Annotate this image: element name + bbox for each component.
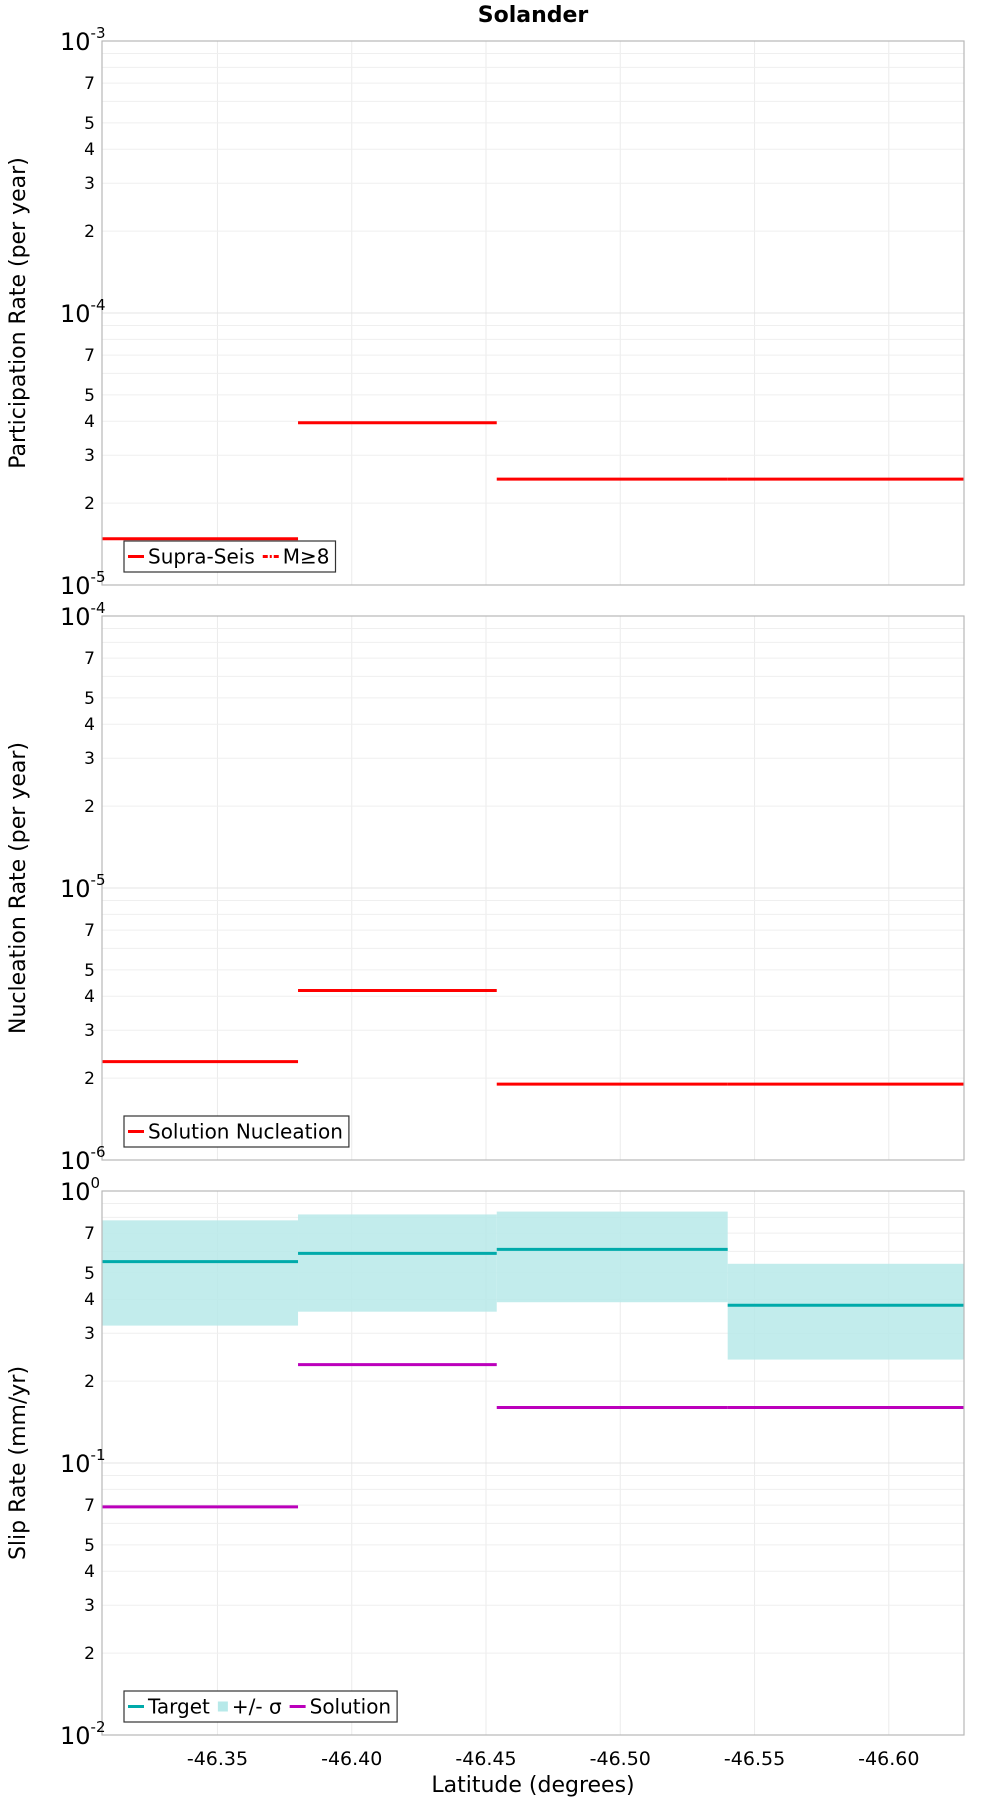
y-tick-label: 10-1 — [60, 1446, 106, 1478]
legend-solution-nucleation-label: Solution Nucleation — [148, 1120, 343, 1144]
y-tick-label: 5 — [84, 961, 95, 981]
y-tick-label: 2 — [84, 1069, 95, 1089]
y-tick-label: 5 — [84, 1264, 95, 1284]
legend--swatch — [217, 1701, 228, 1712]
y-tick-label: 5 — [84, 689, 95, 709]
y-tick-label: 7 — [84, 649, 95, 669]
panel-2: 10-6 10-5 10-4 2 3 4 5 7 2 3 4 5 7 Nucleation Rate (p… — [6, 599, 965, 1175]
legend: Supra-Seis M≥8 — [123, 540, 337, 573]
y-tick-label: 10-6 — [60, 1143, 106, 1175]
x-axis-ticks: -46.35 -46.40 -46.45 -46.50 -46.55 -46.60 — [187, 1748, 920, 1770]
y-tick-label: 3 — [84, 174, 95, 194]
x-tick-label: -46.60 — [858, 1748, 919, 1770]
y-tick-label: 5 — [84, 386, 95, 406]
y-tick-label: 7 — [84, 346, 95, 366]
sigma-band — [727, 1263, 964, 1360]
y-tick-label: 4 — [84, 715, 95, 735]
y-tick-label: 3 — [84, 749, 95, 769]
y-tick-label: 4 — [84, 987, 95, 1007]
y-tick-label: 4 — [84, 412, 95, 432]
y-tick-label: 10-3 — [60, 24, 106, 56]
y-axis-label: Slip Rate (mm/yr) — [6, 1366, 31, 1560]
y-tick-label: 2 — [84, 1372, 95, 1392]
legend-solution-label: Solution — [310, 1695, 391, 1719]
y-tick-label: 4 — [84, 1562, 95, 1582]
plot-frame — [101, 615, 965, 1161]
panel-1: 10-5 10-4 10-3 2 3 4 5 7 2 3 4 5 7 Participation Rate… — [6, 24, 965, 600]
sigma-band — [496, 1211, 728, 1303]
y-tick-label: 7 — [84, 921, 95, 941]
panel-3: 10-2 10-1 100 2 3 4 5 7 2 3 4 5 7 Slip Rate (mm/yr) Ta… — [6, 1174, 965, 1750]
y-tick-label: 10-2 — [60, 1718, 106, 1750]
y-tick-label: 2 — [84, 1644, 95, 1664]
y-tick-label: 10-5 — [60, 871, 106, 903]
x-tick-label: -46.40 — [321, 1748, 382, 1770]
y-tick-label: 10-5 — [60, 568, 106, 600]
y-tick-label: 3 — [84, 446, 95, 466]
y-tick-label: 3 — [84, 1596, 95, 1616]
x-tick-label: -46.55 — [724, 1748, 785, 1770]
y-axis-label: Nucleation Rate (per year) — [6, 742, 31, 1034]
y-tick-label: 5 — [84, 1536, 95, 1556]
legend--label: +/- σ — [232, 1695, 282, 1719]
x-tick-label: -46.45 — [455, 1748, 516, 1770]
y-tick-label: 7 — [84, 1496, 95, 1516]
legend-box — [123, 1690, 398, 1723]
y-tick-label: 7 — [84, 74, 95, 94]
x-axis-label: Latitude (degrees) — [431, 1773, 634, 1798]
y-tick-label: 100 — [60, 1174, 100, 1206]
chart-title: Solander — [478, 3, 589, 28]
legend: Target +/- σ Solution — [123, 1690, 398, 1723]
sigma-band — [102, 1220, 299, 1326]
y-tick-label: 3 — [84, 1021, 95, 1041]
legend-m-8-label: M≥8 — [283, 545, 330, 569]
y-tick-label: 4 — [84, 140, 95, 160]
y-tick-label: 3 — [84, 1324, 95, 1344]
legend: Solution Nucleation — [123, 1115, 350, 1148]
y-tick-label: 2 — [84, 494, 95, 514]
y-tick-label: 10-4 — [60, 296, 106, 328]
x-tick-label: -46.50 — [590, 1748, 651, 1770]
y-tick-label: 10-4 — [60, 599, 106, 631]
y-tick-label: 7 — [84, 1224, 95, 1244]
legend-supra-seis-label: Supra-Seis — [148, 545, 255, 569]
x-tick-label: -46.35 — [187, 1748, 248, 1770]
plot-frame — [101, 1190, 965, 1736]
sigma-band — [298, 1214, 497, 1312]
y-tick-label: 5 — [84, 114, 95, 134]
y-tick-label: 2 — [84, 222, 95, 242]
y-axis-label: Participation Rate (per year) — [6, 157, 31, 469]
y-tick-label: 4 — [84, 1290, 95, 1310]
y-tick-label: 2 — [84, 797, 95, 817]
legend-target-label: Target — [147, 1695, 210, 1719]
plot-frame — [101, 40, 965, 586]
legend-box — [123, 540, 337, 573]
legend-box — [123, 1115, 350, 1148]
